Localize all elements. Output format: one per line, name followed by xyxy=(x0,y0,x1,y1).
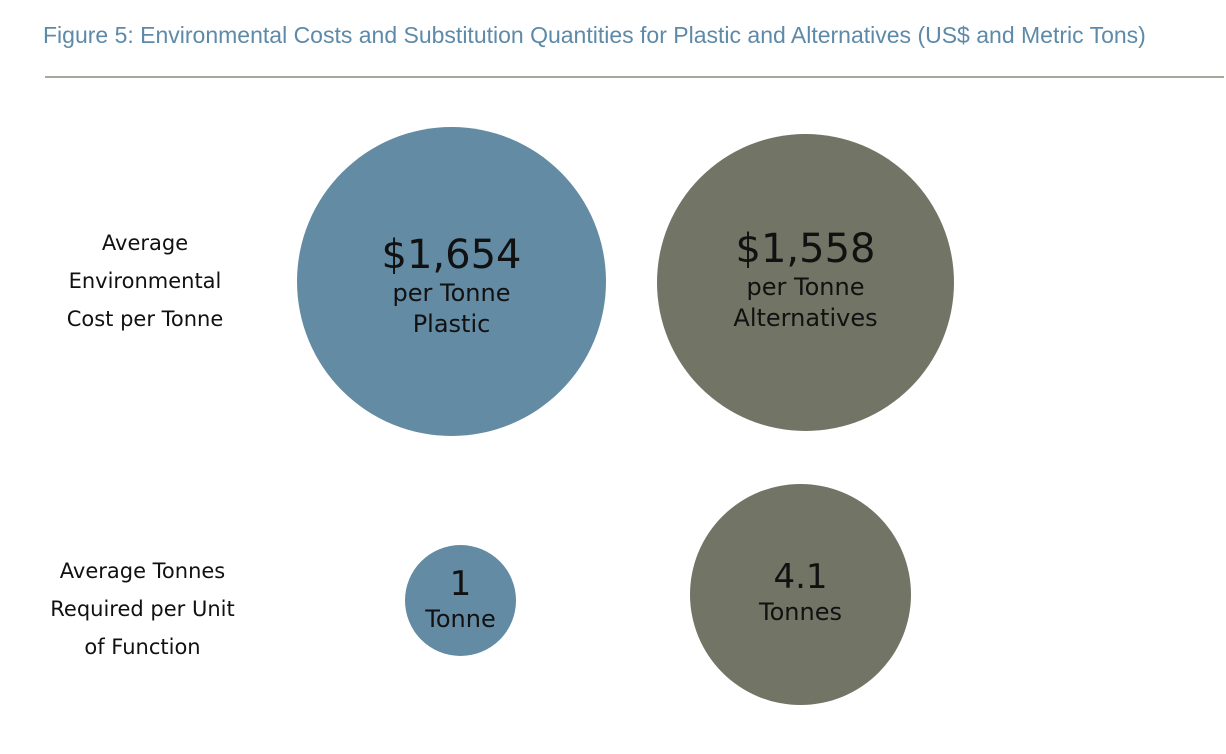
row-label-tonnes-required: Average Tonnes Required per Unit of Func… xyxy=(50,559,235,659)
plastic-tonnes-value: 1 xyxy=(449,564,472,604)
bubble-alternatives-cost-label: $1,558 per Tonne Alternatives xyxy=(657,226,954,334)
plastic-cost-unit: per Tonne xyxy=(392,279,511,307)
bubble-plastic-cost xyxy=(297,127,606,436)
plastic-tonnes-unit: Tonne xyxy=(425,605,496,633)
bubble-plastic-cost-label: $1,654 per Tonne Plastic xyxy=(297,232,606,340)
row-label-environmental-cost: Average Environmental Cost per Tonne xyxy=(66,231,224,331)
plastic-cost-value: $1,654 xyxy=(381,232,522,278)
alternatives-tonnes-value: 4.1 xyxy=(773,557,828,597)
alternatives-cost-series: Alternatives xyxy=(733,304,878,332)
bubble-alternatives-tonnes xyxy=(690,484,911,705)
title-divider xyxy=(45,76,1224,78)
plastic-cost-series: Plastic xyxy=(412,310,491,338)
bubble-alternatives-cost xyxy=(657,134,954,431)
bubble-plastic-tonnes xyxy=(405,545,516,656)
bubble-alternatives-tonnes-label: 4.1 Tonnes xyxy=(690,557,911,628)
alternatives-tonnes-unit: Tonnes xyxy=(759,598,842,626)
alternatives-cost-unit: per Tonne xyxy=(746,273,865,301)
bubble-plastic-tonnes-label: 1 Tonne xyxy=(385,564,536,635)
figure-title: Figure 5: Environmental Costs and Substi… xyxy=(43,22,1146,48)
alternatives-cost-value: $1,558 xyxy=(735,226,876,272)
